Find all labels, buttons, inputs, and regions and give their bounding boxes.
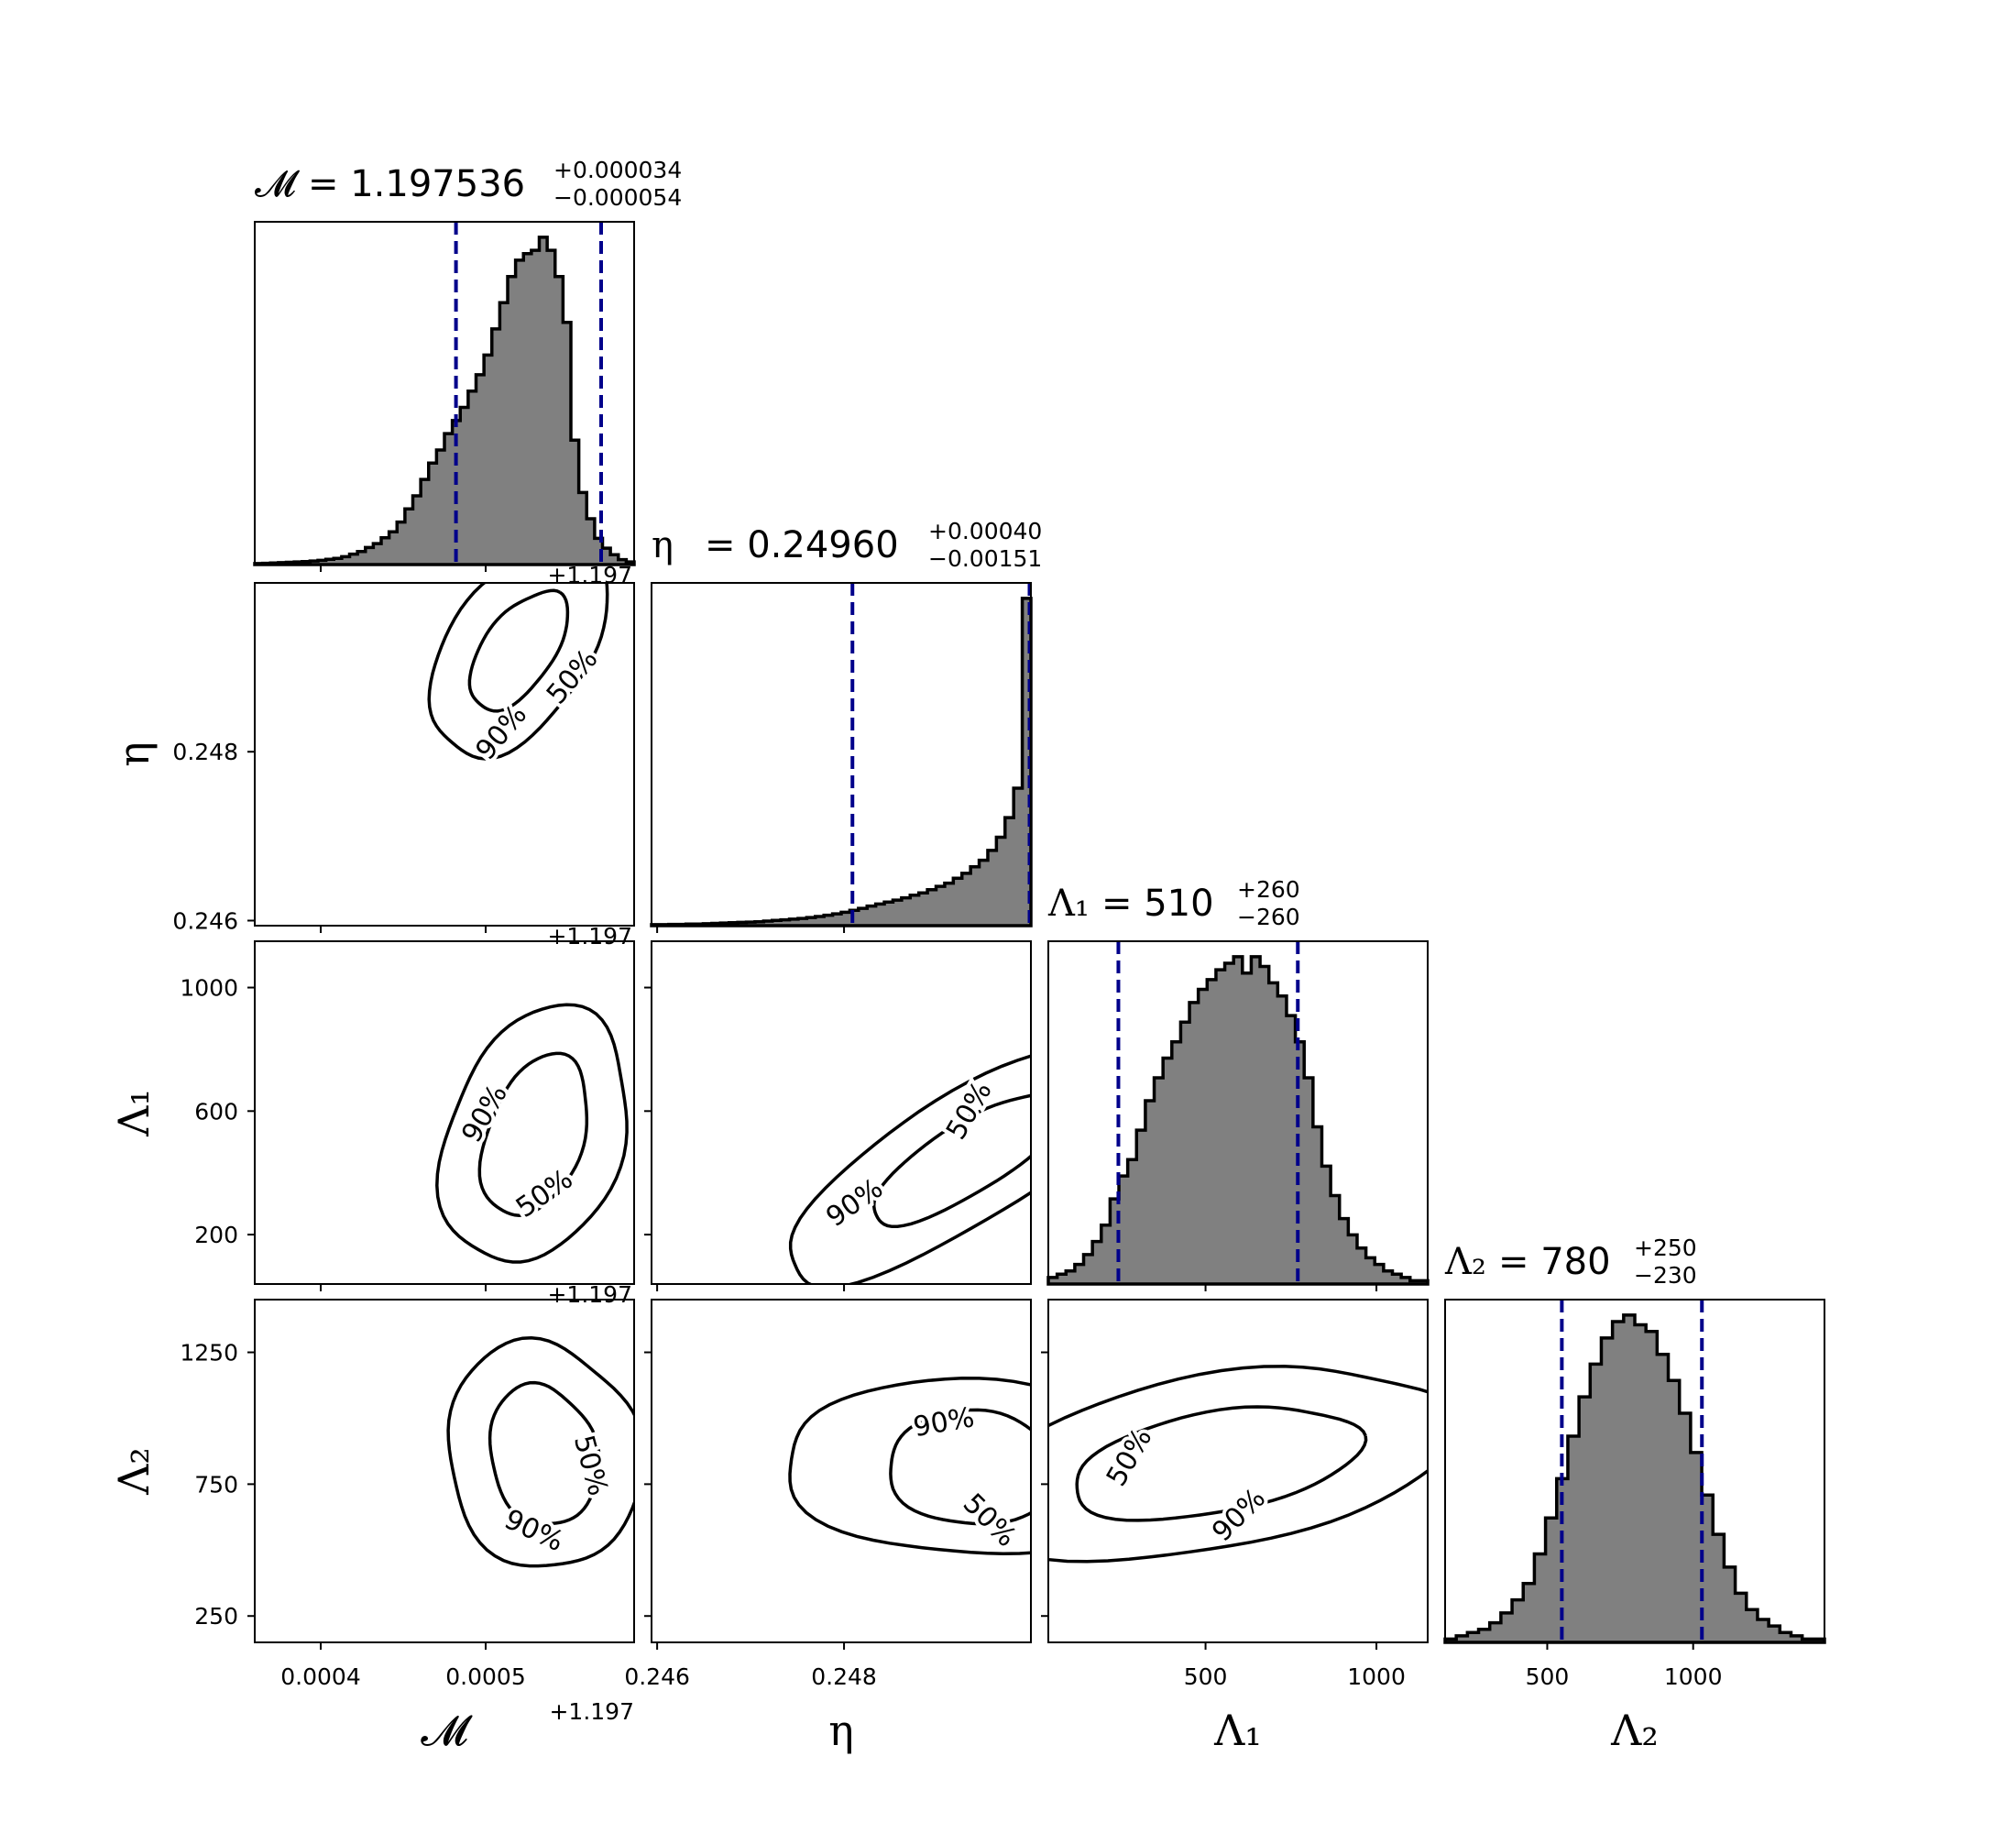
hist-title-symbol-2: Λ₁ xyxy=(1047,883,1090,925)
contour-panel-3-0: 90%50% xyxy=(254,1299,635,1643)
ticks-2-1 xyxy=(644,986,846,1291)
x-tick-label-2-0: 500 xyxy=(1184,1663,1228,1690)
axes-frame-2-1 xyxy=(651,940,1032,1285)
x-tick-label-1-1: 0.248 xyxy=(811,1663,877,1690)
hist-panel-3: Λ₂ = 780 +250−230 xyxy=(1443,1235,1826,1644)
hist-title-symbol-0: 𝓜 xyxy=(255,163,300,205)
ticks-2-0: 200 600 1000 xyxy=(180,975,487,1291)
contour-panel-3-2: 90% 50% xyxy=(1047,1299,1429,1643)
axes-frame-2-2 xyxy=(1047,940,1429,1285)
contour-90-3-1 xyxy=(788,1377,1031,1555)
y-tick-label-2-1: 600 xyxy=(194,1098,238,1125)
y-tick-label-1-0: 0.246 xyxy=(172,907,238,934)
contour-90-3-2 xyxy=(1048,1365,1428,1564)
contour-label-90-3-1: 90% xyxy=(911,1401,977,1443)
ticks-0-0 xyxy=(320,565,487,572)
y-tick-label-3-1: 750 xyxy=(194,1471,238,1498)
hist-title-lower-1: −0.00151 xyxy=(928,545,1042,572)
contour-50-2-0 xyxy=(477,1051,589,1217)
axes-frame-3-3 xyxy=(1444,1299,1825,1643)
ticks-3-0: 0.0004 0.0005 250 750 1250 xyxy=(180,1340,525,1690)
offset-text-row-0: +1.197 xyxy=(547,562,632,588)
hist-title-symbol-3: Λ₂ xyxy=(1444,1241,1486,1283)
contour-panel-2-1: 90%50% xyxy=(651,940,1032,1285)
y-tick-label-3-2: 1250 xyxy=(180,1340,238,1367)
contour-panel-3-1: 90% 50% xyxy=(651,1299,1032,1643)
x-axis-label-3: Λ₂ xyxy=(1610,1706,1659,1755)
contour-label-90-1-0: 90% xyxy=(469,699,533,767)
offset-text-row-2: +1.197 xyxy=(547,1281,632,1308)
contour-90-1-0 xyxy=(427,583,609,761)
x-tick-label-3-1: 1000 xyxy=(1664,1663,1723,1690)
hist-title-value-2: = 510 xyxy=(1101,883,1214,925)
contour-panel-2-0: 90%50% xyxy=(254,940,635,1285)
contour-50-2-1 xyxy=(871,1093,1031,1229)
offset-text-bottom: +1.197 xyxy=(549,1698,634,1725)
y-axis-label-2: Λ₁ xyxy=(109,1089,159,1137)
x-tick-label-0-1: 0.0005 xyxy=(445,1663,525,1690)
histogram-3 xyxy=(1443,1313,1826,1644)
contour-90-2-1 xyxy=(788,1054,1031,1284)
axes-frame-3-2 xyxy=(1047,1299,1429,1643)
hist-title-upper-3: +250 xyxy=(1634,1235,1697,1261)
y-tick-label-3-0: 250 xyxy=(194,1603,238,1630)
histogram-0 xyxy=(253,236,636,566)
hist-title-lower-3: −230 xyxy=(1634,1262,1697,1289)
y-tick-label-2-2: 1000 xyxy=(180,975,238,1002)
x-tick-label-3-0: 500 xyxy=(1526,1663,1570,1690)
x-tick-label-1-0: 0.246 xyxy=(624,1663,690,1690)
hist-panel-1: η = 0.24960 +0.00040−0.00151 xyxy=(650,518,1042,927)
contour-50-3-0 xyxy=(488,1380,601,1526)
contour-50-1-0 xyxy=(467,588,570,713)
hist-title-symbol-1: η xyxy=(652,524,674,566)
y-axis-label-1: η xyxy=(109,741,159,767)
ticks-3-3: 500 1000 xyxy=(1526,1642,1723,1690)
hist-title-lower-2: −260 xyxy=(1237,904,1300,930)
y-tick-label-1-1: 0.248 xyxy=(172,739,238,765)
contour-label-50-3-2: 50% xyxy=(1101,1422,1159,1491)
hist-title-value-1: = 0.24960 xyxy=(705,524,899,566)
x-tick-label-0-0: 0.0004 xyxy=(280,1663,360,1690)
axes-frame-3-1 xyxy=(651,1299,1032,1643)
contour-label-90-3-2: 90% xyxy=(1206,1482,1272,1548)
axes-frame-2-0 xyxy=(254,940,635,1285)
hist-title-upper-1: +0.00040 xyxy=(928,518,1042,544)
contour-90-3-0 xyxy=(446,1335,634,1568)
contour-50-3-1 xyxy=(889,1408,1031,1526)
hist-title-upper-0: +0.000034 xyxy=(553,157,682,183)
x-axis-label-0: 𝓜 xyxy=(421,1706,473,1755)
ticks-3-2: 500 1000 xyxy=(1041,1351,1406,1690)
ticks-2-2 xyxy=(1204,1284,1378,1291)
hist-title-upper-2: +260 xyxy=(1237,876,1300,903)
hist-panel-2: Λ₁ = 510 +260−260 xyxy=(1046,876,1430,1286)
y-axis-label-3: Λ₂ xyxy=(109,1447,159,1496)
contour-label-50-3-1: 50% xyxy=(957,1487,1023,1553)
histogram-2 xyxy=(1046,955,1430,1286)
x-tick-label-2-1: 1000 xyxy=(1347,1663,1406,1690)
ticks-3-1: 0.246 0.248 xyxy=(624,1351,877,1690)
axes-frame-1-1 xyxy=(651,582,1032,927)
offset-text-row-1: +1.197 xyxy=(547,923,632,949)
hist-title-lower-0: −0.000054 xyxy=(553,184,682,211)
axes-frame-0-0 xyxy=(254,221,635,565)
axes-frame-1-0 xyxy=(254,582,635,927)
histogram-1 xyxy=(650,597,1033,927)
hist-panel-0: 𝓜 = 1.197536 +0.000034−0.000054 xyxy=(253,157,682,566)
contour-label-50-2-1: 50% xyxy=(940,1076,999,1145)
x-axis-label-1: η xyxy=(828,1706,854,1755)
axes-frame-3-0 xyxy=(254,1299,635,1643)
hist-title-value-3: = 780 xyxy=(1498,1241,1611,1283)
x-axis-label-2: Λ₁ xyxy=(1213,1706,1262,1755)
ticks-1-0: 0.246 0.248 xyxy=(172,739,487,934)
contour-label-50-3-0: 50% xyxy=(567,1432,614,1498)
contour-label-90-3-0: 90% xyxy=(499,1503,568,1558)
ticks-1-1 xyxy=(656,926,846,933)
y-tick-label-2-0: 200 xyxy=(194,1222,238,1248)
contour-90-2-0 xyxy=(435,1003,629,1264)
contour-50-3-2 xyxy=(1075,1405,1368,1522)
contour-panel-1-0: 90%50% xyxy=(254,582,635,927)
hist-title-value-0: = 1.197536 xyxy=(308,163,525,205)
